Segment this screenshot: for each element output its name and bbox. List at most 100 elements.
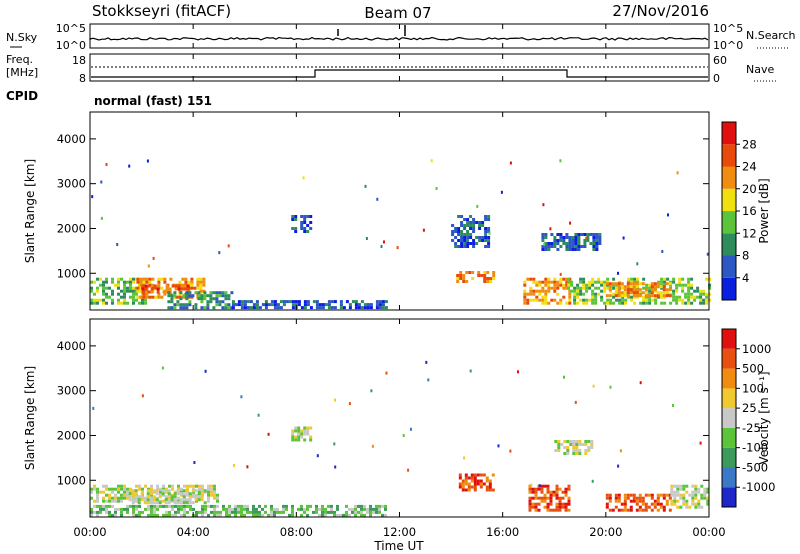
scatter-cell (549, 502, 553, 506)
scatter-cell (565, 242, 569, 245)
scatter-cell (541, 245, 545, 248)
scatter-cell (183, 513, 186, 517)
scatter-cell (204, 369, 207, 373)
scatter-cell (108, 510, 111, 514)
scatter-cell (469, 224, 473, 227)
scatter-cell (464, 482, 468, 486)
scatter-cell (339, 513, 342, 517)
scatter-cell (330, 306, 334, 310)
scatter-cell (675, 298, 679, 302)
scatter-cell (425, 360, 428, 364)
scatter-cell (665, 288, 669, 292)
scatter-cell (591, 479, 594, 483)
scatter-cell (567, 286, 571, 290)
scatter-cell (642, 277, 646, 281)
scatter-cell (687, 277, 691, 281)
scatter-cell (553, 245, 557, 248)
scatter-cell (543, 499, 547, 503)
scatter-cell (134, 492, 138, 496)
scatter-cell (276, 303, 280, 307)
scatter-cell (687, 292, 691, 296)
scatter-cell (243, 513, 246, 517)
scatter-cell (670, 493, 674, 497)
scatter-cell (639, 301, 643, 305)
scatter-cell (177, 284, 181, 288)
scatter-cell (267, 303, 271, 307)
scatter-cell (670, 499, 674, 503)
scatter-cell (528, 496, 532, 500)
scatter-cell (567, 280, 571, 284)
scatter-cell (598, 242, 602, 245)
scatter-cell (650, 294, 654, 298)
scatter-cell (562, 295, 566, 299)
scatter-cell (193, 461, 196, 464)
scatter-cell (145, 289, 149, 293)
velocity-ylabel: Slant Range [km] (23, 366, 37, 470)
scatter-cell (363, 513, 366, 517)
scatter-cell (632, 493, 636, 497)
scatter-cell (228, 507, 231, 511)
scatter-cell (650, 291, 654, 295)
freq-left-tick-bottom: 8 (79, 72, 86, 85)
scatter-cell (186, 284, 190, 288)
scatter-cell (682, 484, 686, 488)
scatter-cell (576, 289, 580, 293)
noise-search-label: N.Search (746, 29, 796, 42)
scatter-cell (96, 289, 99, 293)
beam-label: Beam 07 (364, 4, 431, 22)
scatter-cell (200, 489, 204, 493)
scatter-cell (690, 277, 694, 281)
scatter-cell (644, 493, 648, 497)
scatter-cell (540, 484, 544, 488)
scatter-cell (134, 495, 138, 499)
scatter-cell (702, 298, 706, 302)
scatter-cell (612, 292, 616, 296)
colorbar-tick-label: 8 (742, 249, 749, 263)
scatter-cell (240, 303, 244, 307)
colorbar-tick-label: 28 (742, 137, 757, 151)
scatter-cell (203, 291, 207, 295)
scatter-cell (189, 504, 192, 508)
scatter-cell (460, 236, 464, 239)
scatter-cell (139, 295, 143, 299)
scatter-cell (460, 230, 464, 233)
scatter-cell (147, 264, 150, 268)
scatter-cell (318, 513, 321, 517)
scatter-cell (190, 280, 194, 284)
scatter-cell (626, 294, 630, 298)
scatter-cell (559, 301, 563, 305)
scatter-cell (644, 294, 648, 298)
scatter-cell (528, 508, 532, 512)
scatter-cell (566, 452, 570, 455)
scatter-cell (318, 507, 321, 511)
scatter-cell (656, 499, 660, 503)
scatter-cell (564, 493, 568, 497)
scatter-cell (590, 446, 594, 449)
scatter-cell (354, 504, 357, 508)
scatter-cell (197, 291, 201, 295)
scatter-cell (532, 289, 536, 293)
scatter-cell (626, 508, 630, 512)
scatter-cell (534, 496, 538, 500)
scatter-cell (198, 510, 201, 514)
scatter-cell (642, 295, 646, 299)
scatter-cell (597, 277, 601, 281)
scatter-cell (123, 298, 126, 302)
scatter-cell (315, 300, 319, 304)
scatter-cell (207, 499, 210, 503)
scatter-cell (303, 306, 307, 310)
scatter-cell (685, 484, 689, 488)
scatter-cell (224, 297, 228, 301)
scatter-cell (297, 300, 301, 304)
scatter-cell (484, 233, 488, 236)
scatter-cell (194, 489, 198, 493)
scatter-cell (481, 224, 485, 227)
scatter-cell (218, 294, 222, 298)
scatter-cell (688, 505, 692, 509)
scatter-cell (96, 496, 99, 500)
scatter-cell (227, 306, 231, 310)
scatter-cell (543, 484, 547, 488)
scatter-cell (174, 284, 178, 288)
scatter-cell (540, 496, 544, 500)
scatter-cell (99, 298, 102, 302)
